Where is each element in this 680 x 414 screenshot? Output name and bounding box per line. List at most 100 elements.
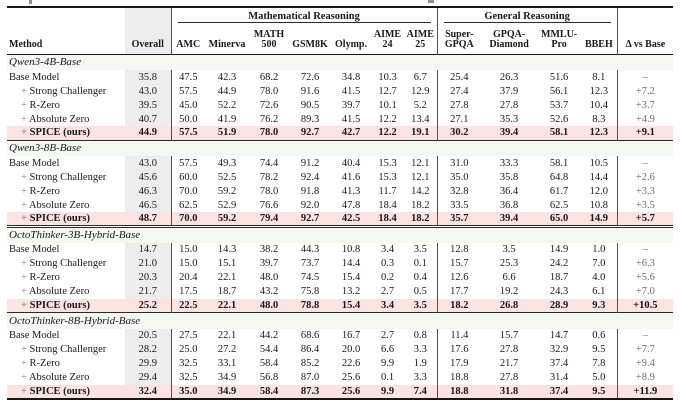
metric-cell: 11.7 <box>378 185 397 197</box>
metric-cell: 62.5 <box>549 199 569 211</box>
col-header-olymp: Olymp. <box>335 39 367 50</box>
plus-sign: + <box>21 185 30 197</box>
metric-cell: 72.6 <box>300 71 320 83</box>
delta-cell: +3.5 <box>616 198 674 212</box>
metric-cell: 42.3 <box>217 71 237 83</box>
metric-cell: 27.2 <box>217 344 237 355</box>
delta-cell: +5.6 <box>616 270 674 285</box>
metric-cell: 33.3 <box>499 157 519 169</box>
metric-cell: 15.3 <box>378 171 397 183</box>
table-row: + SPICE (ours) 32.4 35.0 34.9 58.4 87.3 25.6 9.… <box>7 384 674 399</box>
delta-cell: +10.5 <box>616 298 674 313</box>
metric-cell: 26.3 <box>499 71 519 83</box>
metric-cell: 54.4 <box>259 344 279 355</box>
metric-cell: 15.0 <box>170 256 205 271</box>
method-cell: + R-Zero <box>7 271 125 285</box>
metric-cell: 44.9 <box>217 85 237 97</box>
overall-cell: 40.7 <box>138 113 157 125</box>
metric-cell: 45.0 <box>170 98 205 112</box>
method-cell: + Absolute Zero <box>7 198 125 212</box>
plus-sign: + <box>21 286 29 297</box>
metric-cell: 28.9 <box>537 298 582 313</box>
metric-cell: 34.8 <box>341 71 361 83</box>
method-label: SPICE (ours) <box>29 385 90 397</box>
metric-cell: 6.1 <box>592 286 606 297</box>
method-label: Strong Challenger <box>29 85 107 97</box>
metric-cell: 25.6 <box>341 372 361 383</box>
metric-cell: 14.4 <box>341 258 361 269</box>
overall-cell: 48.7 <box>125 212 171 227</box>
metric-cell: 52.2 <box>217 99 237 111</box>
metric-cell: 6.6 <box>380 344 395 355</box>
delta-cell: +3.7 <box>616 98 674 112</box>
col-header-method: Method <box>9 39 43 50</box>
metric-cell: 87.0 <box>300 372 320 383</box>
metric-cell: 3.4 <box>371 298 404 313</box>
metric-cell: 17.6 <box>436 342 482 357</box>
table-row: Base Model 35.8 47.5 42.3 68.2 72.6 34.8 10.3 6.… <box>7 70 674 84</box>
metric-cell: 52.6 <box>549 113 569 125</box>
metric-cell: 10.4 <box>589 99 609 111</box>
metric-cell: 32.5 <box>170 356 205 371</box>
delta-cell: +2.6 <box>616 170 674 184</box>
metric-cell: 12.2 <box>378 113 397 125</box>
plus-sign: + <box>21 372 29 383</box>
delta-cell: – <box>616 328 674 343</box>
method-label: Absolute Zero <box>28 113 90 125</box>
overall-cell: 45.6 <box>138 171 157 183</box>
metric-cell: 52.5 <box>217 171 237 183</box>
metric-cell: 76.6 <box>259 199 279 211</box>
metric-cell: 48.0 <box>249 298 289 313</box>
method-cell: + Strong Challenger <box>7 170 125 184</box>
metric-cell: 10.8 <box>341 244 361 255</box>
delta-cell: +9.1 <box>616 126 674 140</box>
metric-cell: 17.7 <box>436 284 482 299</box>
method-label: Base Model <box>9 330 60 341</box>
metric-cell: 3.4 <box>380 244 395 255</box>
metric-cell: 15.3 <box>378 157 397 169</box>
metric-cell: 22.6 <box>341 358 361 369</box>
method-cell: + Absolute Zero <box>7 112 125 126</box>
metric-cell: 37.4 <box>537 384 582 399</box>
metric-cell: 56.8 <box>259 372 279 383</box>
method-cell: + R-Zero <box>7 184 125 198</box>
table-row: + R-Zero 46.3 70.0 59.2 78.0 91.8 41.3 11.7 14.2… <box>7 184 674 198</box>
metric-cell: 36.8 <box>499 199 519 211</box>
metric-cell: 27.4 <box>436 84 482 98</box>
metric-cell: 18.2 <box>436 298 482 313</box>
metric-cell: 12.7 <box>378 85 397 97</box>
table-row: + Strong Challenger 45.6 60.0 52.5 78.2 92.4 4… <box>7 170 674 184</box>
delta-cell: – <box>616 70 674 84</box>
metric-cell: 9.9 <box>371 384 404 399</box>
metric-cell: 14.3 <box>217 244 237 255</box>
metric-cell: 21.7 <box>499 358 519 369</box>
metric-cell: 12.2 <box>371 126 404 140</box>
plus-sign: + <box>21 344 30 355</box>
delta-cell: +5.7 <box>616 212 674 227</box>
metric-cell: 90.5 <box>300 99 320 111</box>
metric-cell: 8.3 <box>592 113 606 125</box>
metric-cell: 50.0 <box>170 112 205 126</box>
metric-cell: 7.0 <box>592 258 606 269</box>
metric-cell: 10.1 <box>378 99 397 111</box>
method-label: Base Model <box>9 71 60 83</box>
metric-cell: 25.0 <box>170 342 205 357</box>
clipped-caption-fragment <box>428 0 434 3</box>
table-row: Base Model 43.0 57.5 49.3 74.4 91.2 40.4 15.3 12… <box>7 156 674 170</box>
metric-cell: 0.5 <box>413 286 427 297</box>
metric-cell: 78.2 <box>259 171 279 183</box>
metric-cell: 68.2 <box>259 71 279 83</box>
plus-sign: + <box>21 199 29 211</box>
header-columns-row: Method Overall AMC Minerva MATH 500 GSM8K Olymp… <box>7 24 674 54</box>
metric-cell: 12.0 <box>589 185 609 197</box>
metric-cell: 62.5 <box>170 198 205 212</box>
metric-cell: 13.4 <box>411 113 430 125</box>
metric-cell: 7.4 <box>404 384 438 399</box>
plus-sign: + <box>21 358 30 369</box>
metric-cell: 15.4 <box>331 298 371 313</box>
metric-cell: 18.4 <box>371 212 404 227</box>
delta-cell: – <box>616 242 674 257</box>
table-row: + Strong Challenger 21.0 15.0 15.1 39.7 73.7 1… <box>7 256 674 271</box>
metric-cell: 6.6 <box>502 272 516 283</box>
metric-cell: 92.0 <box>300 199 320 211</box>
